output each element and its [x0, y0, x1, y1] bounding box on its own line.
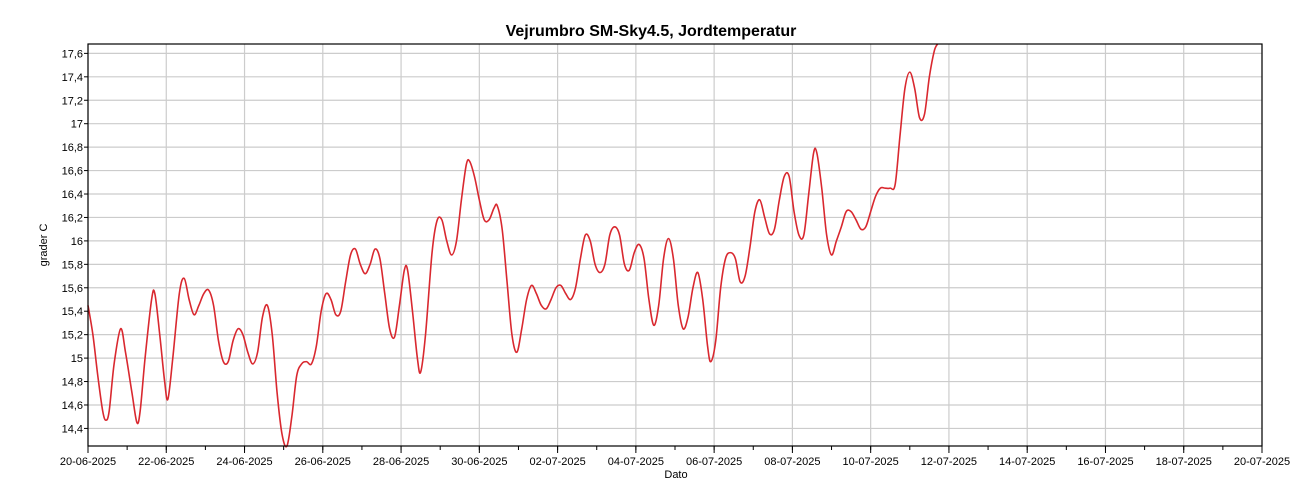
x-tick-label: 20-07-2025: [1234, 456, 1290, 468]
x-tick-label: 20-06-2025: [60, 456, 116, 468]
plot-frame: [87, 43, 1263, 447]
y-tick-label: 14,6: [62, 400, 83, 412]
x-tick-label: 24-06-2025: [216, 456, 272, 468]
x-tick-label: 22-06-2025: [138, 456, 194, 468]
y-tick-label: 16: [71, 236, 83, 248]
y-tick-label: 17: [71, 119, 83, 131]
x-tick-label: 30-06-2025: [451, 456, 507, 468]
y-tick-label: 16,6: [62, 166, 83, 178]
x-tick-label: 16-07-2025: [1077, 456, 1133, 468]
series-line: [87, 43, 939, 448]
chart-title: Vejrumbro SM-Sky4.5, Jordtemperatur: [506, 23, 797, 40]
x-tick-label: 14-07-2025: [999, 456, 1055, 468]
x-tick-label: 18-07-2025: [1156, 456, 1212, 468]
y-tick-label: 15: [71, 353, 83, 365]
x-tick-label: 28-06-2025: [373, 456, 429, 468]
y-tick-label: 16,4: [62, 189, 83, 201]
y-tick-label: 14,4: [62, 423, 83, 435]
y-ticks: 14,4 14,6 14,8 15 15,2 15,4 15,6 15,8 16 16,2 16,4…: [62, 48, 88, 435]
axes: [87, 43, 1263, 447]
y-tick-label: 15,8: [62, 259, 83, 271]
y-tick-label: 17,2: [62, 95, 83, 107]
x-tick-label: 08-07-2025: [764, 456, 820, 468]
y-tick-label: 16,2: [62, 212, 83, 224]
x-tick-label: 04-07-2025: [608, 456, 664, 468]
y-tick-label: 15,2: [62, 330, 83, 342]
x-ticks: 20-06-2025 22-06-2025 24-06-2025 26-06-2025…: [60, 446, 1290, 468]
series-layer: [87, 43, 939, 448]
y-tick-label: 15,4: [62, 306, 83, 318]
y-tick-label: 15,6: [62, 283, 83, 295]
y-tick-label: 16,8: [62, 142, 83, 154]
grid: [87, 44, 1263, 446]
y-tick-label: 17,4: [62, 72, 83, 84]
y-axis-label: grader C: [38, 224, 50, 267]
x-tick-label: 26-06-2025: [295, 456, 351, 468]
y-tick-label: 14,8: [62, 377, 83, 389]
y-tick-label: 17,6: [62, 48, 83, 60]
x-tick-label: 12-07-2025: [921, 456, 977, 468]
x-tick-label: 06-07-2025: [686, 456, 742, 468]
x-axis-label: Dato: [664, 469, 687, 481]
x-tick-label: 02-07-2025: [529, 456, 585, 468]
x-tick-label: 10-07-2025: [843, 456, 899, 468]
